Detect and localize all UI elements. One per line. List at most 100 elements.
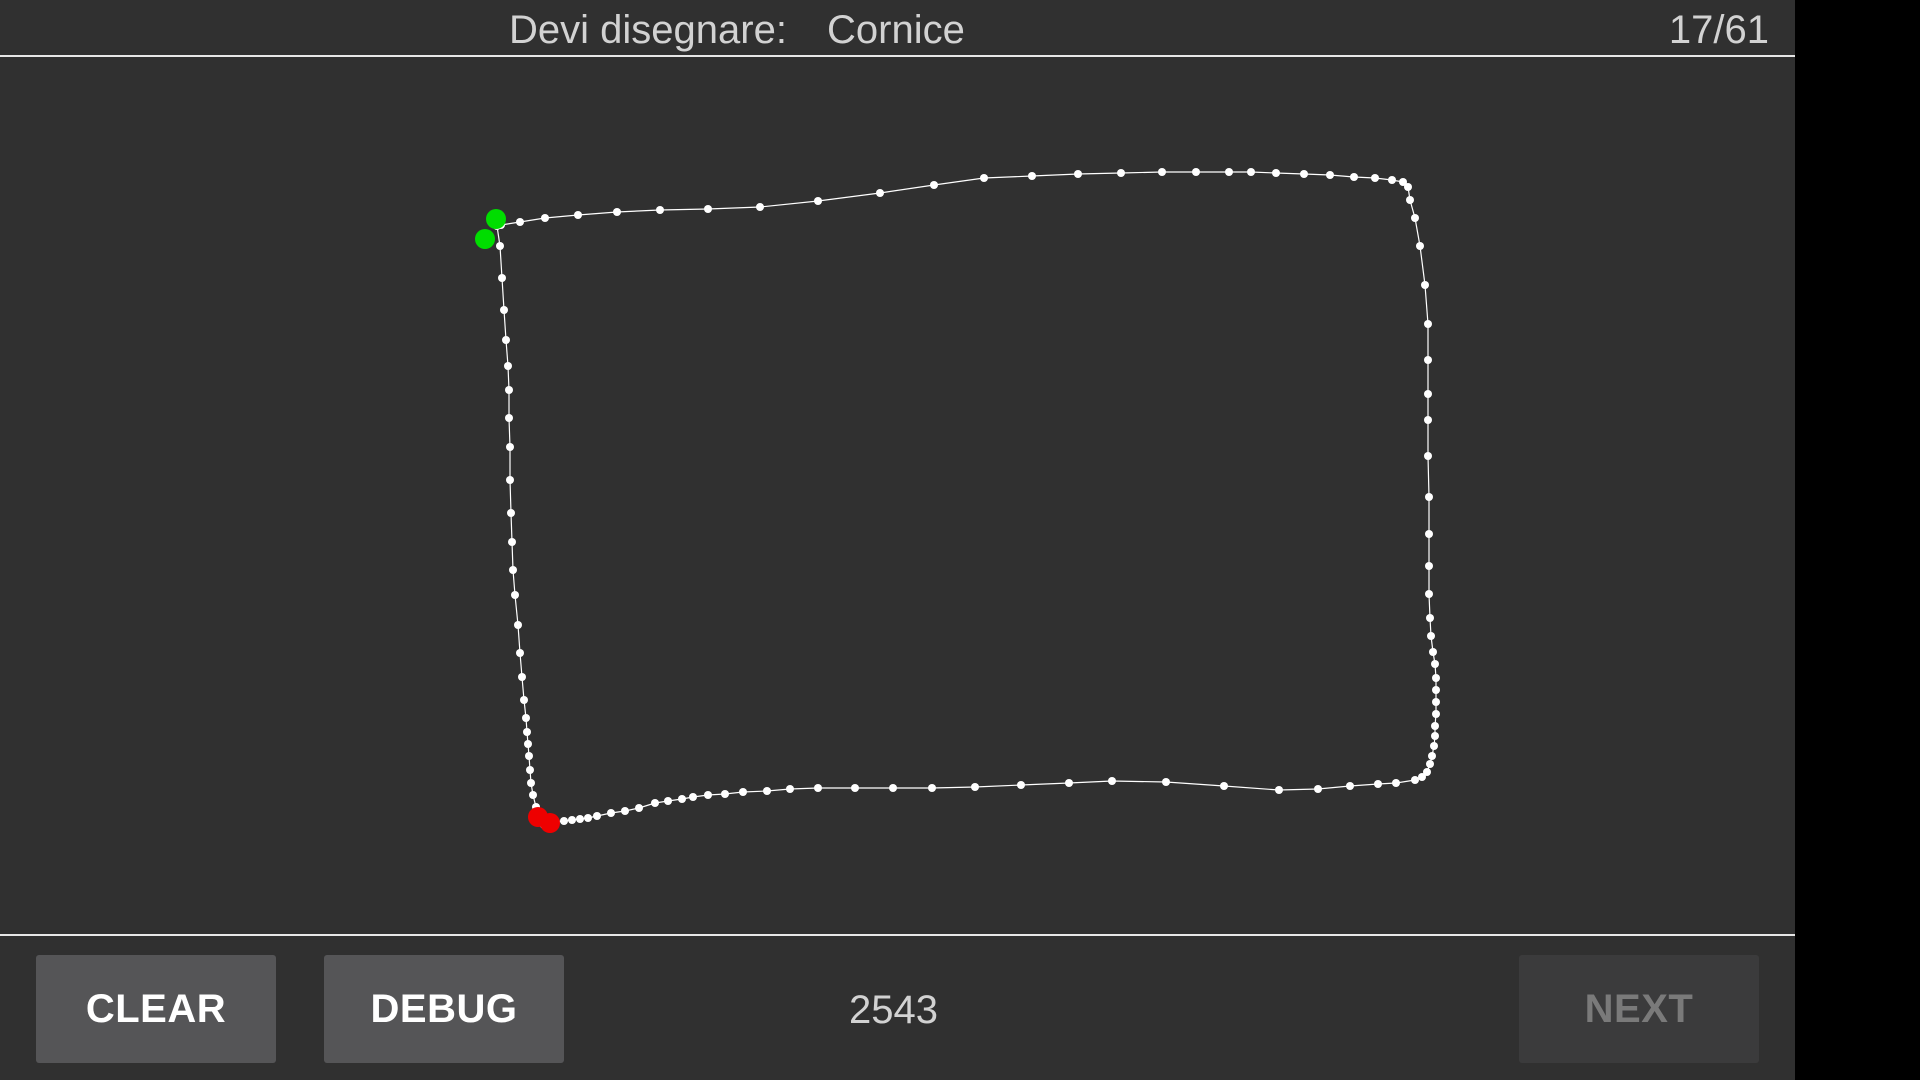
stroke-point xyxy=(689,793,697,801)
stroke-point xyxy=(1326,171,1334,179)
stroke-point xyxy=(930,181,938,189)
stroke-point xyxy=(1225,168,1233,176)
stroke-point xyxy=(876,189,884,197)
stroke-point xyxy=(506,476,514,484)
clear-button[interactable]: CLEAR xyxy=(36,955,276,1063)
stroke-point xyxy=(1431,732,1439,740)
stroke-point xyxy=(1426,760,1434,768)
stroke-point xyxy=(1416,242,1424,250)
stroke-point xyxy=(739,788,747,796)
stroke-point xyxy=(678,795,686,803)
stroke-point xyxy=(1424,356,1432,364)
stroke-point xyxy=(529,791,537,799)
progress-counter: 17/61 xyxy=(1668,8,1769,52)
stroke-point xyxy=(1017,781,1025,789)
stroke-point xyxy=(496,242,504,250)
stroke-point xyxy=(593,812,601,820)
stroke-point xyxy=(1421,281,1429,289)
stroke-point xyxy=(1272,169,1280,177)
stroke-point xyxy=(520,696,528,704)
stroke-point xyxy=(541,214,549,222)
next-button: NEXT xyxy=(1519,955,1759,1063)
stroke-point xyxy=(509,566,517,574)
stroke-point xyxy=(664,797,672,805)
stroke-point xyxy=(621,807,629,815)
stroke-point xyxy=(500,306,508,314)
stroke-point xyxy=(506,443,514,451)
stroke-point xyxy=(635,804,643,812)
stroke-point xyxy=(613,208,621,216)
stroke-point xyxy=(814,784,822,792)
stroke-layer xyxy=(475,168,1440,833)
stroke-point xyxy=(523,728,531,736)
stroke-point xyxy=(1427,632,1435,640)
stroke-point xyxy=(763,787,771,795)
stroke-point xyxy=(980,174,988,182)
stroke-point xyxy=(1432,686,1440,694)
stroke-point xyxy=(889,784,897,792)
score-value: 2543 xyxy=(849,988,938,1032)
stroke-point xyxy=(524,740,532,748)
stroke-point xyxy=(704,205,712,213)
stroke-point xyxy=(498,274,506,282)
stroke-point xyxy=(1275,786,1283,794)
stroke-point xyxy=(721,790,729,798)
stroke-point xyxy=(1428,752,1436,760)
debug-button[interactable]: DEBUG xyxy=(324,955,564,1063)
stroke-point xyxy=(1423,768,1431,776)
stroke-point xyxy=(851,784,859,792)
stroke-point xyxy=(560,817,568,825)
stroke-point xyxy=(971,783,979,791)
stroke-point xyxy=(574,211,582,219)
stroke-point xyxy=(1424,320,1432,328)
stroke-point xyxy=(507,509,515,517)
stroke-point xyxy=(1425,530,1433,538)
stroke-point xyxy=(756,203,764,211)
start-marker xyxy=(475,229,495,249)
stroke-point xyxy=(1424,416,1432,424)
stroke-point xyxy=(502,336,510,344)
stroke-point xyxy=(1028,172,1036,180)
stroke-point xyxy=(516,649,524,657)
stroke-point xyxy=(1430,742,1438,750)
stroke-point xyxy=(1425,562,1433,570)
stroke-point xyxy=(1162,778,1170,786)
stroke-point xyxy=(1371,174,1379,182)
stroke-point xyxy=(525,752,533,760)
stroke-point xyxy=(522,714,530,722)
stroke-point xyxy=(1426,614,1434,622)
stroke-point xyxy=(1350,173,1358,181)
stroke-point xyxy=(1424,390,1432,398)
stroke-point xyxy=(518,673,526,681)
stroke-point xyxy=(928,784,936,792)
stroke-point xyxy=(1247,168,1255,176)
stroke-point xyxy=(1220,782,1228,790)
stroke-point xyxy=(508,538,516,546)
stroke-point xyxy=(584,814,592,822)
stroke-point xyxy=(1411,776,1419,784)
stroke-point xyxy=(1074,170,1082,178)
stroke-point xyxy=(1431,722,1439,730)
stroke-point xyxy=(1425,590,1433,598)
stroke-point xyxy=(1432,710,1440,718)
stroke-point xyxy=(1192,168,1200,176)
drawing-canvas[interactable] xyxy=(0,57,1795,935)
stroke-point xyxy=(504,362,512,370)
end-marker xyxy=(540,813,560,833)
stroke-point xyxy=(1374,780,1382,788)
stroke-point xyxy=(576,815,584,823)
stroke-point xyxy=(814,197,822,205)
stroke-point xyxy=(1424,452,1432,460)
stroke-point xyxy=(527,779,535,787)
stroke-point xyxy=(1399,178,1407,186)
stroke-point xyxy=(568,816,576,824)
stroke-point xyxy=(1300,170,1308,178)
stroke-point xyxy=(1432,698,1440,706)
stroke-point xyxy=(511,591,519,599)
stroke-path xyxy=(496,171,1437,826)
stroke-point xyxy=(607,809,615,817)
stroke-point xyxy=(505,386,513,394)
stroke-point xyxy=(651,799,659,807)
stroke-point xyxy=(1406,196,1414,204)
stroke-point xyxy=(1418,773,1426,781)
